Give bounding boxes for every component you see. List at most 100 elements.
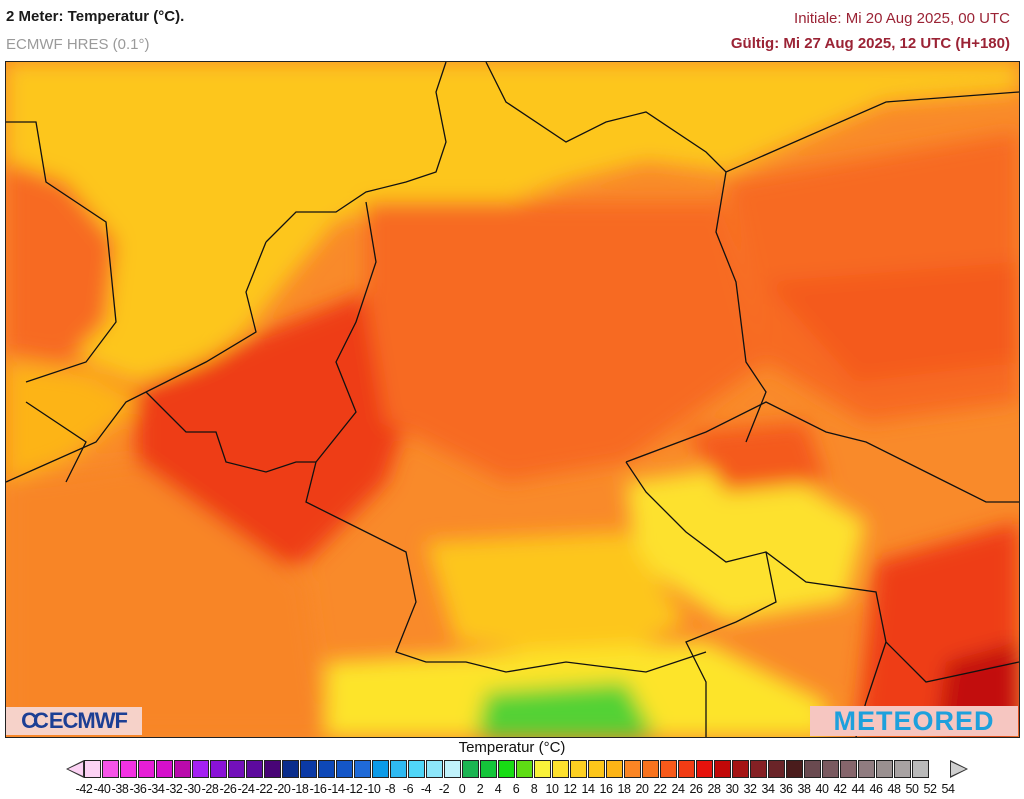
colorbar-tick-label: 16 bbox=[599, 782, 613, 796]
colorbar-min-arrow-fill bbox=[68, 762, 83, 776]
colorbar-tick-label: 18 bbox=[617, 782, 631, 796]
colorbar-tick-label: 14 bbox=[581, 782, 595, 796]
colorbar-cell bbox=[606, 760, 623, 778]
colorbar-tick-label: 28 bbox=[707, 782, 721, 796]
colorbar-cell bbox=[624, 760, 641, 778]
colorbar-cell bbox=[768, 760, 785, 778]
ecmwf-mark-icon: CC bbox=[21, 708, 49, 733]
colorbar-cell bbox=[84, 760, 101, 778]
colorbar-tick-label: 52 bbox=[923, 782, 937, 796]
colorbar-cell bbox=[588, 760, 605, 778]
colorbar-tick-label: 2 bbox=[476, 782, 484, 796]
colorbar-tick-label: -42 bbox=[75, 782, 93, 796]
colorbar-cell bbox=[102, 760, 119, 778]
colorbar-cell bbox=[876, 760, 893, 778]
colorbar-cell bbox=[210, 760, 227, 778]
country-borders bbox=[6, 62, 1019, 737]
colorbar-cell bbox=[822, 760, 839, 778]
colorbar-tick-label: 24 bbox=[671, 782, 685, 796]
colorbar-cell bbox=[552, 760, 569, 778]
colorbar-tick-label: 10 bbox=[545, 782, 559, 796]
colorbar-cell bbox=[282, 760, 299, 778]
colorbar-tick-label: 32 bbox=[743, 782, 757, 796]
colorbar-tick-label: 34 bbox=[761, 782, 775, 796]
colorbar-cell bbox=[174, 760, 191, 778]
colorbar-tick-label: 20 bbox=[635, 782, 649, 796]
colorbar-tick-label: 38 bbox=[797, 782, 811, 796]
colorbar-tick-label: 50 bbox=[905, 782, 919, 796]
colorbar-cell bbox=[570, 760, 587, 778]
colorbar-cell bbox=[714, 760, 731, 778]
colorbar-cell bbox=[840, 760, 857, 778]
colorbar-tick-label: 4 bbox=[494, 782, 502, 796]
temperature-map[interactable] bbox=[5, 61, 1020, 738]
colorbar-tick-label: -26 bbox=[219, 782, 237, 796]
colorbar-cell bbox=[786, 760, 803, 778]
colorbar-cell bbox=[426, 760, 443, 778]
colorbar-cell bbox=[858, 760, 875, 778]
colorbar-cell bbox=[354, 760, 371, 778]
colorbar-tick-label: 12 bbox=[563, 782, 577, 796]
colorbar-tick-label: -28 bbox=[201, 782, 219, 796]
colorbar-tick-label: 54 bbox=[941, 782, 955, 796]
colorbar-tick-label: -34 bbox=[147, 782, 165, 796]
colorbar-tick-label: -24 bbox=[237, 782, 255, 796]
chart-title: 2 Meter: Temperatur (°C). bbox=[6, 8, 185, 25]
model-subtitle: ECMWF HRES (0.1°) bbox=[6, 36, 150, 53]
colorbar-tick-label: 36 bbox=[779, 782, 793, 796]
ecmwf-logo: CC ECMWF bbox=[6, 707, 142, 735]
meteored-logo: METEORED bbox=[810, 706, 1018, 736]
colorbar-tick-label: 42 bbox=[833, 782, 847, 796]
colorbar-tick-label: -36 bbox=[129, 782, 147, 796]
colorbar-tick-label: -2 bbox=[438, 782, 450, 796]
colorbar-title: Temperatur (°C) bbox=[458, 739, 566, 756]
colorbar-tick-label: 44 bbox=[851, 782, 865, 796]
colorbar-cell bbox=[480, 760, 497, 778]
colorbar-tick-label: -16 bbox=[309, 782, 327, 796]
colorbar-cell bbox=[246, 760, 263, 778]
colorbar-tick-label: -40 bbox=[93, 782, 111, 796]
colorbar-cell bbox=[534, 760, 551, 778]
colorbar-max-arrow-fill bbox=[951, 762, 966, 776]
colorbar-tick-label: 6 bbox=[512, 782, 520, 796]
colorbar-tick-label: -18 bbox=[291, 782, 309, 796]
colorbar-tick-label: -8 bbox=[384, 782, 396, 796]
colorbar-tick-label: -10 bbox=[363, 782, 381, 796]
colorbar-cell bbox=[678, 760, 695, 778]
ecmwf-logo-text: ECMWF bbox=[48, 708, 128, 733]
colorbar-cell bbox=[912, 760, 929, 778]
colorbar-cell bbox=[138, 760, 155, 778]
colorbar-tick-label: 0 bbox=[458, 782, 466, 796]
colorbar-cell bbox=[390, 760, 407, 778]
meteored-logo-text: METEORED bbox=[833, 705, 995, 736]
colorbar-cell bbox=[156, 760, 173, 778]
colorbar-tick-label: 46 bbox=[869, 782, 883, 796]
colorbar-tick-label: 40 bbox=[815, 782, 829, 796]
colorbar-cell bbox=[696, 760, 713, 778]
colorbar-cell bbox=[804, 760, 821, 778]
colorbar-cell bbox=[462, 760, 479, 778]
colorbar-cell bbox=[228, 760, 245, 778]
colorbar-tick-label: -32 bbox=[165, 782, 183, 796]
colorbar-cell bbox=[192, 760, 209, 778]
colorbar-cell bbox=[264, 760, 281, 778]
colorbar bbox=[84, 760, 930, 778]
colorbar-tick-label: -20 bbox=[273, 782, 291, 796]
colorbar-tick-label: -14 bbox=[327, 782, 345, 796]
colorbar-cell bbox=[498, 760, 515, 778]
colorbar-cell bbox=[336, 760, 353, 778]
colorbar-tick-label: -12 bbox=[345, 782, 363, 796]
colorbar-cell bbox=[894, 760, 911, 778]
colorbar-cell bbox=[660, 760, 677, 778]
colorbar-tick-label: -6 bbox=[402, 782, 414, 796]
colorbar-tick-label: -30 bbox=[183, 782, 201, 796]
colorbar-cell bbox=[444, 760, 461, 778]
colorbar-tick-label: 8 bbox=[530, 782, 538, 796]
colorbar-tick-label: 48 bbox=[887, 782, 901, 796]
colorbar-cell bbox=[120, 760, 137, 778]
colorbar-tick-label: -4 bbox=[420, 782, 432, 796]
colorbar-cell bbox=[408, 760, 425, 778]
initial-time: Initiale: Mi 20 Aug 2025, 00 UTC bbox=[794, 10, 1010, 27]
colorbar-cell bbox=[318, 760, 335, 778]
colorbar-cell bbox=[732, 760, 749, 778]
